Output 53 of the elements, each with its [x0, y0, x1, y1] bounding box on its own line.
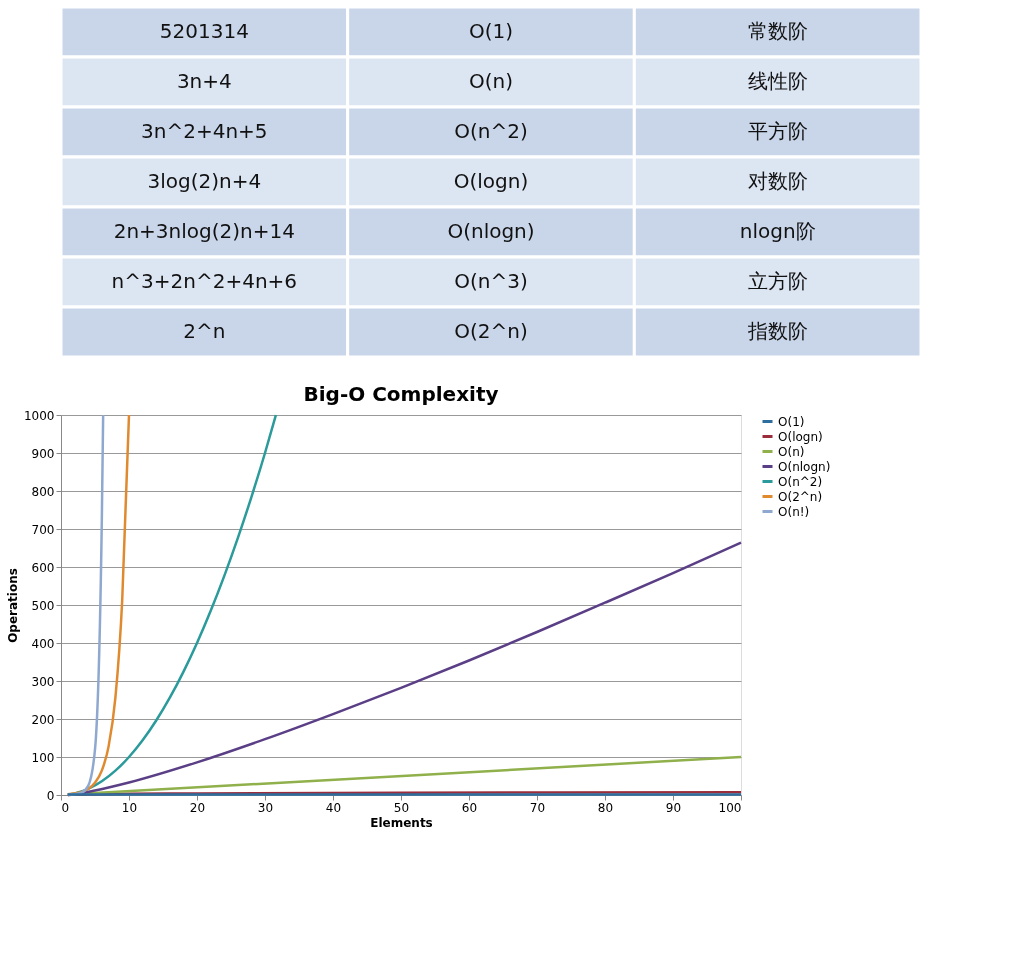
y-tick-label: 400	[31, 636, 55, 651]
text: 立方阶	[747, 269, 808, 293]
text: 平方阶	[747, 119, 808, 143]
x-tick-label: 10	[121, 800, 138, 815]
text: O(nlogn)	[447, 219, 535, 243]
y-tick-label: 300	[31, 674, 55, 689]
x-tick-label: 40	[325, 800, 342, 815]
legend-label: O(n^2)	[778, 474, 823, 489]
text: 3log(2)n+4	[147, 169, 262, 193]
text: O(n^2)	[454, 119, 528, 143]
y-tick-label: 800	[31, 484, 55, 499]
x-tick-label: 80	[597, 800, 614, 815]
x-axis-title: Elements	[370, 815, 433, 830]
x-tick-label: 70	[529, 800, 546, 815]
legend-label: O(nlogn)	[778, 459, 831, 474]
legend-label: O(n)	[778, 444, 805, 459]
text: 3n^2+4n+5	[141, 119, 268, 143]
text: 线性阶	[747, 69, 808, 93]
y-tick-label: 700	[31, 522, 55, 537]
text: 2^n	[183, 319, 226, 343]
x-tick-label: 60	[461, 800, 478, 815]
text: 3n+4	[176, 69, 232, 93]
x-tick-label: 20	[189, 800, 206, 815]
y-tick-label: 0	[46, 788, 55, 803]
legend-label: O(1)	[778, 414, 805, 429]
text: 指数阶	[746, 319, 808, 343]
text: 对数阶	[747, 169, 808, 193]
y-tick-label: 500	[31, 598, 55, 613]
y-tick-label: 100	[31, 750, 55, 765]
text: nlogn阶	[739, 219, 816, 243]
x-tick-label: 100	[718, 800, 742, 815]
legend-label: O(n!)	[778, 504, 810, 519]
x-tick-label: 50	[393, 800, 410, 815]
text: 5201314	[159, 19, 249, 43]
y-tick-label: 200	[31, 712, 55, 727]
text: O(2^n)	[454, 319, 528, 343]
y-tick-label: 1000	[23, 408, 55, 423]
y-axis-title: Operations	[5, 568, 20, 643]
text: O(logn)	[453, 169, 529, 193]
legend-label: O(logn)	[778, 429, 823, 444]
legend-label: O(2^n)	[778, 489, 823, 504]
text: O(n^3)	[454, 269, 528, 293]
text: 常数阶	[747, 19, 808, 43]
text: 2n+3nlog(2)n+14	[113, 219, 295, 243]
text: O(n)	[468, 69, 514, 93]
y-tick-label: 600	[31, 560, 55, 575]
chart-title: Big-O Complexity	[303, 382, 499, 406]
y-tick-label: 900	[31, 446, 55, 461]
x-tick-label: 30	[257, 800, 274, 815]
x-tick-label: 90	[665, 800, 682, 815]
x-tick-label: 0	[61, 800, 70, 815]
text: n^3+2n^2+4n+6	[111, 269, 298, 293]
text: O(1)	[468, 19, 514, 43]
